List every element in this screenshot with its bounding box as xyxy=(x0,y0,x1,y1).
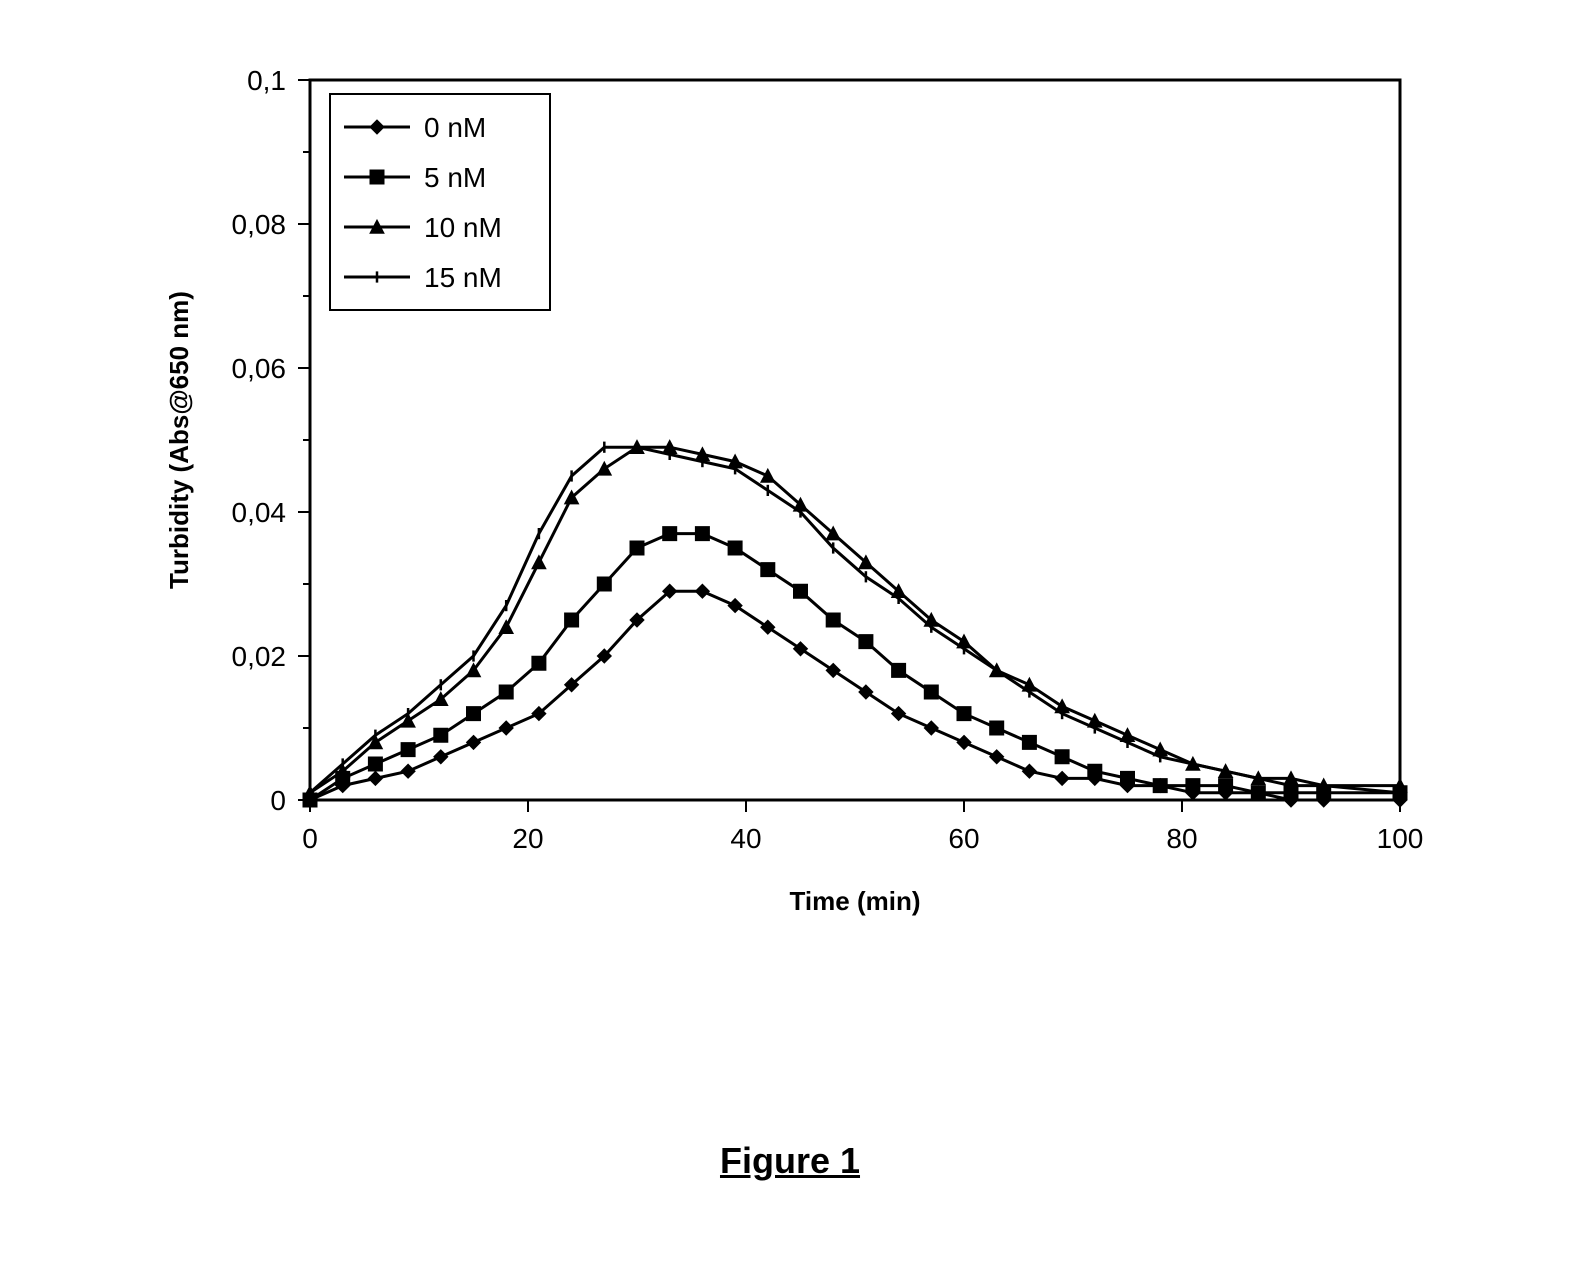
marker-square xyxy=(728,541,742,555)
legend-label: 15 nM xyxy=(424,262,502,293)
ytick-label: 0,08 xyxy=(232,209,287,240)
marker-square xyxy=(1251,786,1265,800)
marker-square xyxy=(467,707,481,721)
legend-label: 10 nM xyxy=(424,212,502,243)
legend-label: 0 nM xyxy=(424,112,486,143)
page: 0 20 40 60 80 100 0 0,02 0,04 0,06 0,08 0,1 Time (mi… xyxy=(0,0,1580,1265)
ytick-label: 0,04 xyxy=(232,497,287,528)
marker-square xyxy=(1055,750,1069,764)
ytick-label: 0,06 xyxy=(232,353,287,384)
marker-square xyxy=(597,577,611,591)
marker-square xyxy=(957,707,971,721)
xtick-label: 80 xyxy=(1166,823,1197,854)
xtick-label: 0 xyxy=(302,823,318,854)
marker-square xyxy=(1121,771,1135,785)
marker-square xyxy=(368,757,382,771)
marker-square xyxy=(499,685,513,699)
marker-square xyxy=(859,635,873,649)
marker-square xyxy=(1088,764,1102,778)
marker-square xyxy=(990,721,1004,735)
marker-square xyxy=(826,613,840,627)
chart-svg: 0 20 40 60 80 100 0 0,02 0,04 0,06 0,08 0,1 Time (mi… xyxy=(150,60,1430,930)
marker-square xyxy=(1186,779,1200,793)
figure-caption: Figure 1 xyxy=(0,1140,1580,1182)
xtick-label: 100 xyxy=(1377,823,1424,854)
ytick-label: 0 xyxy=(270,785,286,816)
marker-square xyxy=(1219,779,1233,793)
xtick-label: 40 xyxy=(730,823,761,854)
xtick-label: 60 xyxy=(948,823,979,854)
figure-caption-text: Figure 1 xyxy=(720,1140,860,1181)
marker-square xyxy=(663,527,677,541)
legend-marker-square xyxy=(370,170,384,184)
ytick-label: 0,02 xyxy=(232,641,287,672)
marker-square xyxy=(1022,735,1036,749)
marker-square xyxy=(924,685,938,699)
marker-square xyxy=(761,563,775,577)
marker-square xyxy=(1153,779,1167,793)
ytick-label: 0,1 xyxy=(247,65,286,96)
marker-square xyxy=(401,743,415,757)
xtick-label: 20 xyxy=(512,823,543,854)
marker-square xyxy=(565,613,579,627)
legend-label: 5 nM xyxy=(424,162,486,193)
marker-square xyxy=(695,527,709,541)
x-axis-label: Time (min) xyxy=(790,886,921,916)
marker-square xyxy=(630,541,644,555)
marker-square xyxy=(794,584,808,598)
y-axis-label: Turbidity (Abs@650 nm) xyxy=(164,291,194,589)
marker-square xyxy=(532,656,546,670)
marker-square xyxy=(892,663,906,677)
marker-square xyxy=(434,728,448,742)
turbidity-chart: 0 20 40 60 80 100 0 0,02 0,04 0,06 0,08 0,1 Time (mi… xyxy=(150,60,1430,930)
